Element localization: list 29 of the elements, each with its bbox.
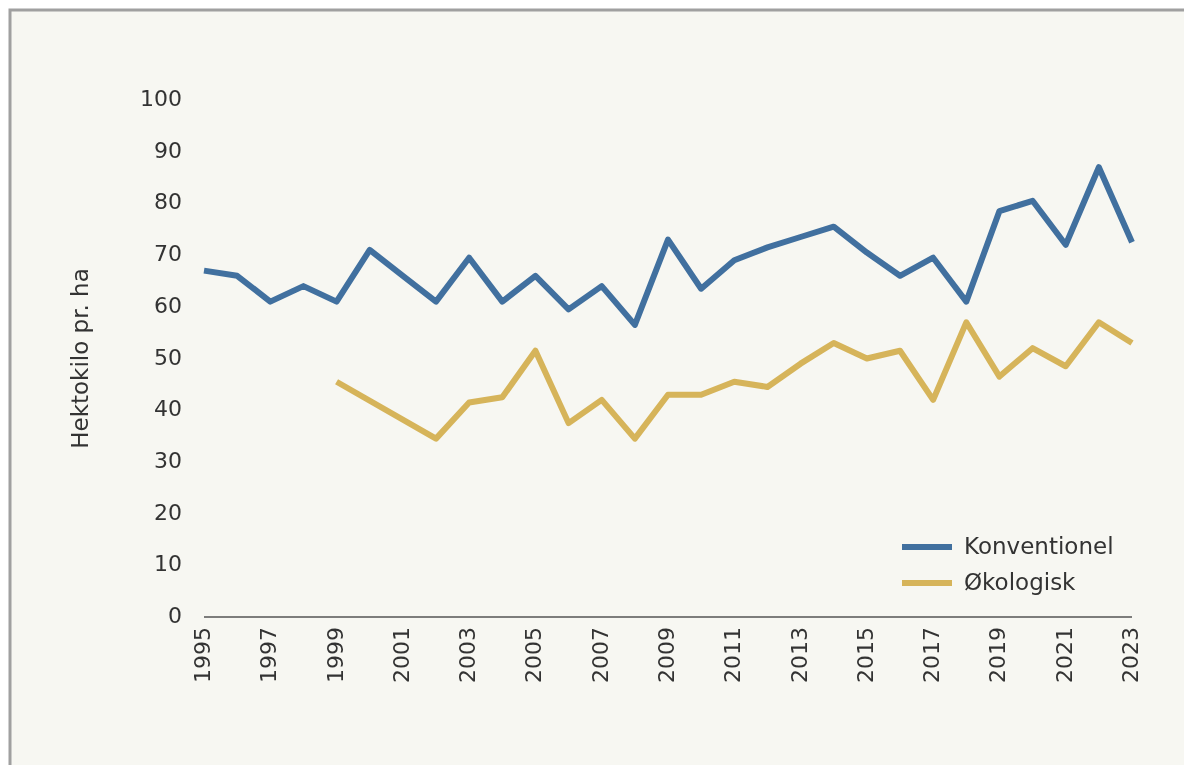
x-tick-label: 2003 <box>455 627 481 683</box>
x-tick-label: 2001 <box>388 627 414 683</box>
x-tick-label: 1999 <box>322 627 348 683</box>
x-tick-label: 2005 <box>521 627 547 683</box>
x-tick-label: 1995 <box>190 627 215 683</box>
y-tick-label: 60 <box>154 292 182 318</box>
x-tick-label: 2017 <box>919 627 945 683</box>
legend-label: Konventionel <box>964 532 1114 559</box>
x-tick-label: 2011 <box>720 627 746 683</box>
y-tick-label: 0 <box>168 603 182 628</box>
x-tick-label: 2021 <box>1051 627 1077 683</box>
y-tick-label: 100 <box>140 86 182 111</box>
y-tick-label: 20 <box>154 499 182 525</box>
x-tick-label: 2007 <box>587 627 613 683</box>
y-tick-label: 70 <box>154 241 182 267</box>
x-tick-label: 1997 <box>256 627 282 683</box>
y-tick-label: 40 <box>154 396 182 422</box>
x-tick-label: 2009 <box>654 627 679 683</box>
x-tick-label: 2015 <box>852 627 878 683</box>
y-tick-label: 90 <box>154 137 182 163</box>
x-tick-label: 2013 <box>786 627 812 683</box>
x-tick-label: 2019 <box>985 627 1011 683</box>
y-tick-label: 10 <box>154 551 182 577</box>
y-tick-label: 30 <box>154 447 182 473</box>
y-tick-label: 50 <box>154 344 182 370</box>
legend-label: Økologisk <box>964 568 1077 595</box>
y-axis-title: Hektokilo pr. ha <box>67 268 93 449</box>
x-tick-label: 2023 <box>1118 627 1143 683</box>
y-tick-label: 80 <box>154 189 182 215</box>
